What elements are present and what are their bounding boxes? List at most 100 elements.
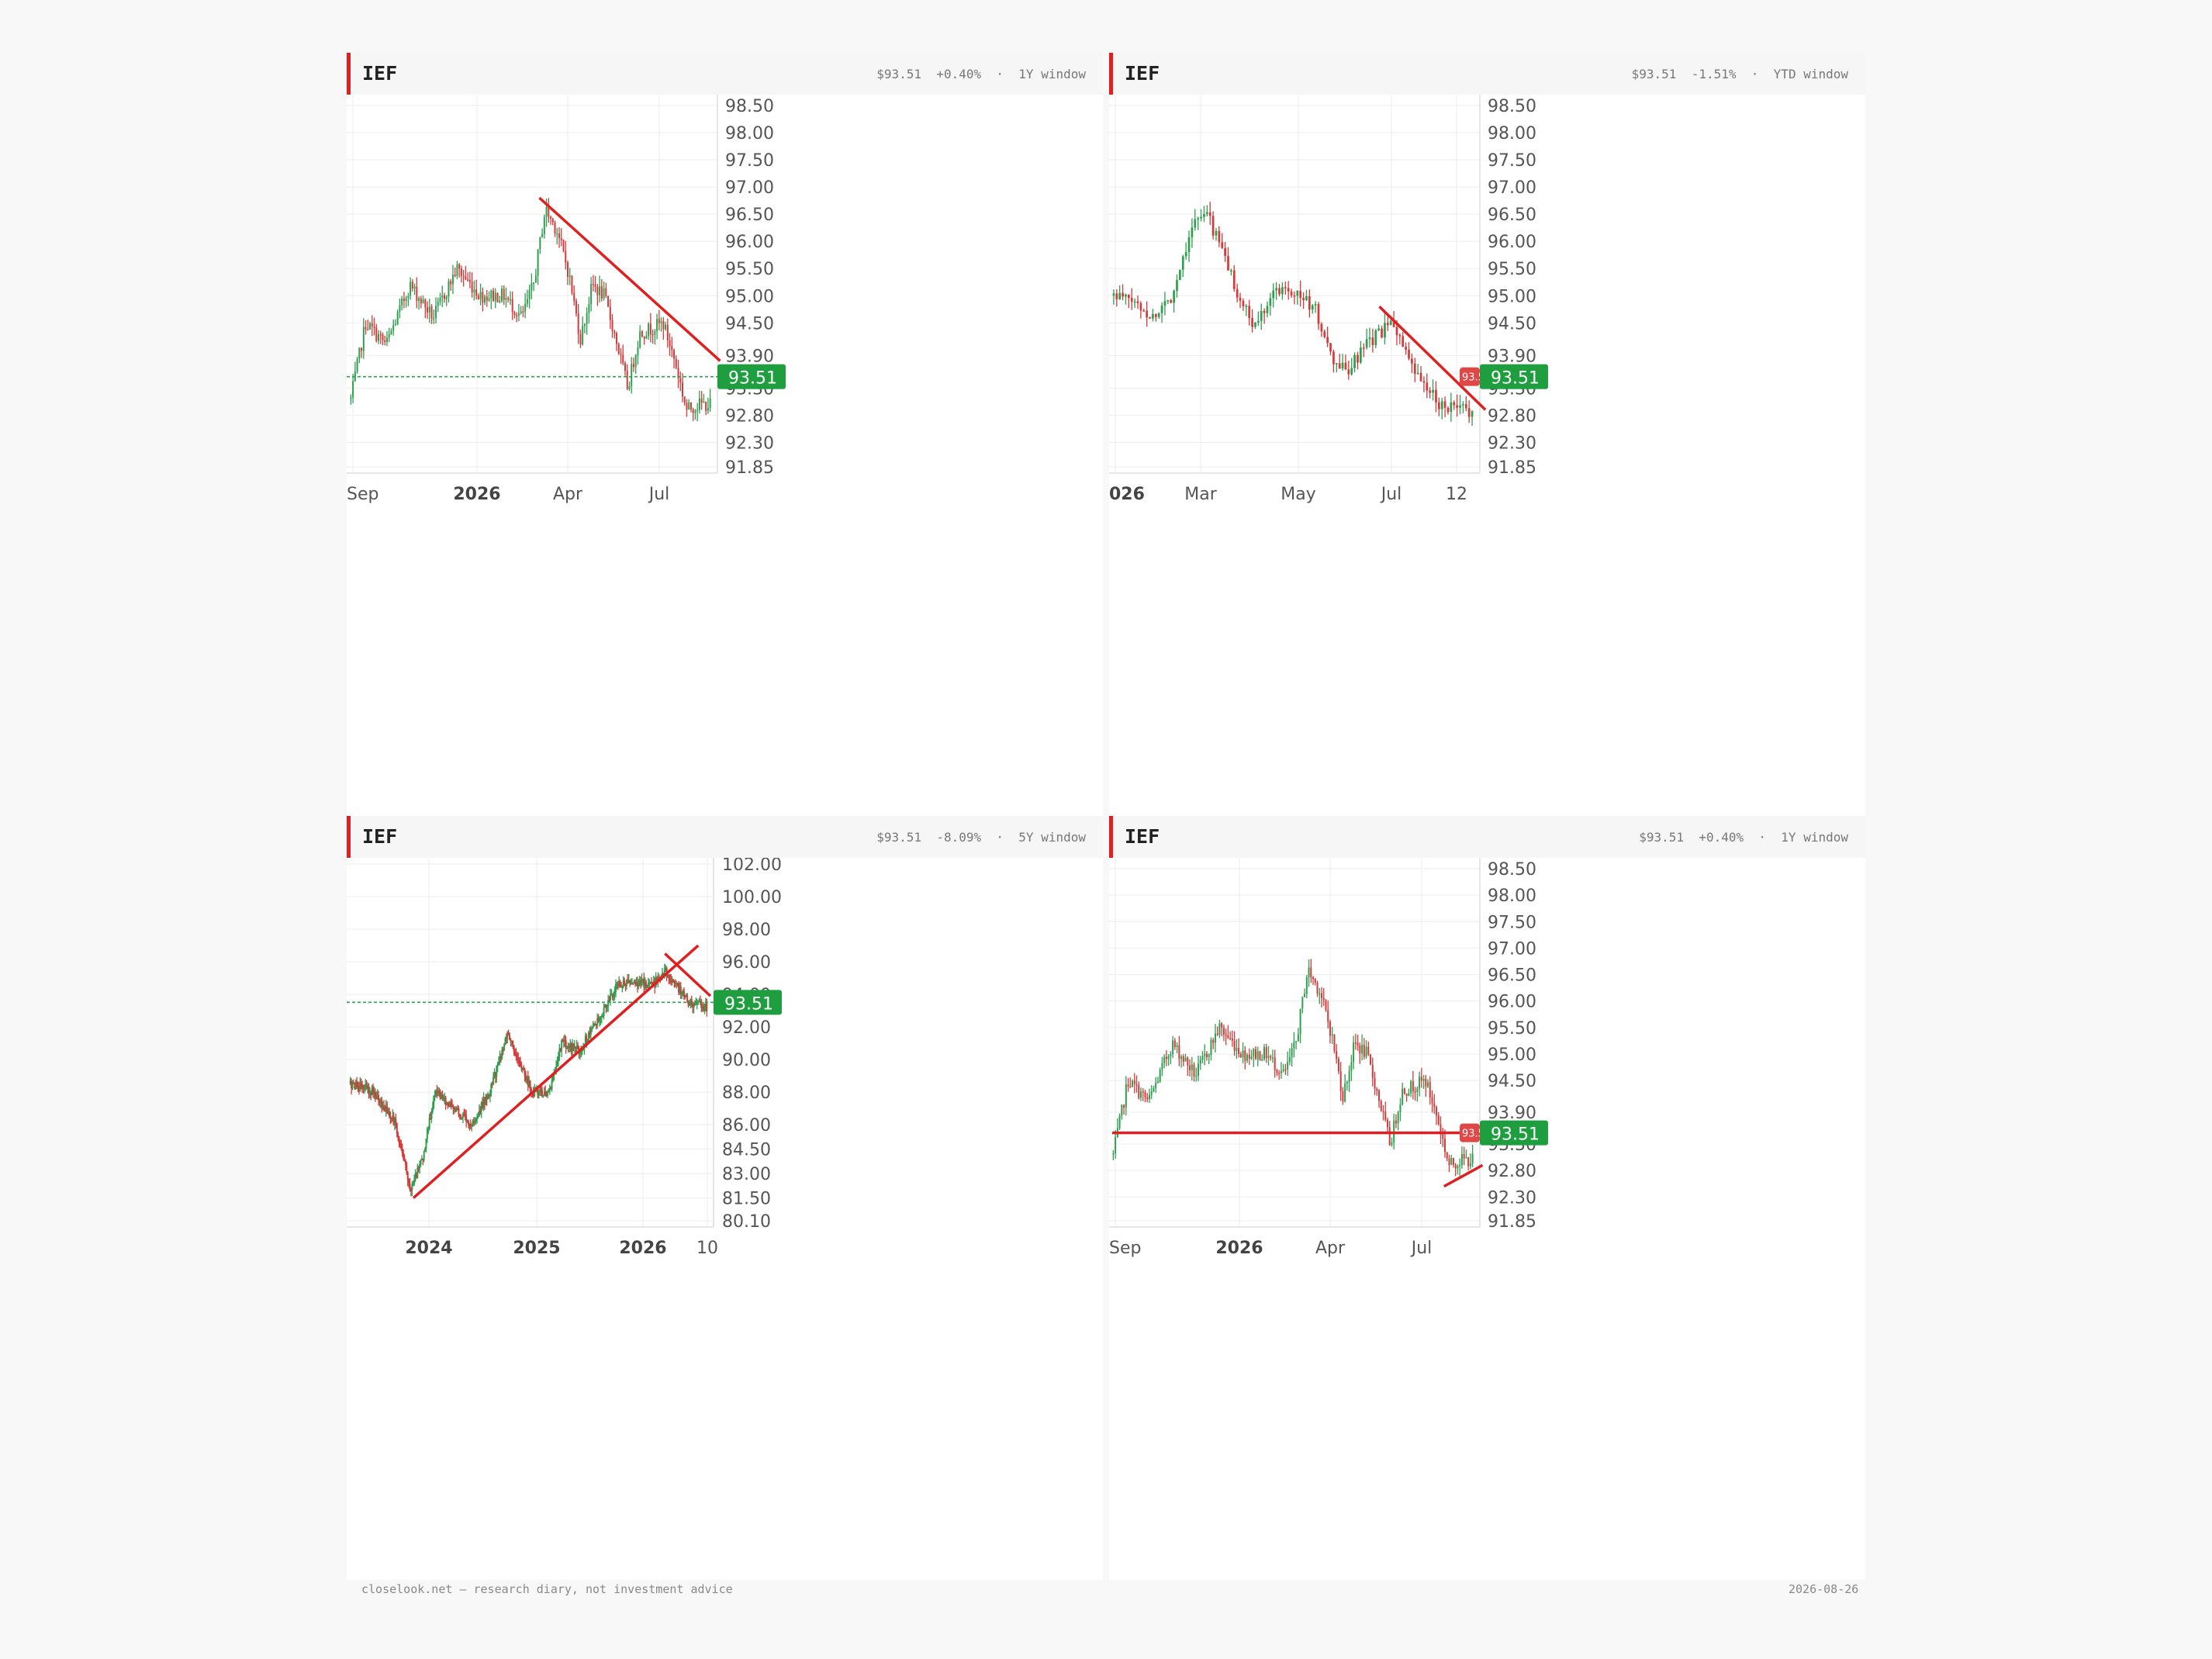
candle-body xyxy=(1290,291,1293,296)
candle-body xyxy=(420,1159,423,1160)
footer-date: 2026-08-26 xyxy=(1789,1582,1859,1596)
candle-body xyxy=(557,1056,559,1061)
candle-body xyxy=(568,1046,570,1048)
candle-body xyxy=(1456,405,1459,408)
candle-body xyxy=(1336,1051,1338,1059)
candle-body xyxy=(641,979,644,981)
candle-body xyxy=(494,292,496,301)
candle-body xyxy=(483,1098,486,1104)
candle-body xyxy=(541,1089,543,1096)
candle-body xyxy=(371,323,373,327)
candle-body xyxy=(533,282,535,284)
candle-body xyxy=(468,279,471,282)
candle-body xyxy=(1302,298,1305,300)
candle-body xyxy=(679,987,681,993)
candle-body xyxy=(1301,997,1304,1009)
candle-body xyxy=(583,324,586,327)
candle-body xyxy=(422,1159,424,1160)
candle-body xyxy=(361,347,363,351)
candle-body xyxy=(1281,287,1284,295)
candle-body xyxy=(1132,1080,1134,1087)
candle-body xyxy=(632,982,634,984)
candle-body xyxy=(673,980,676,983)
candle-body xyxy=(1180,1056,1183,1059)
candle-body xyxy=(1443,401,1446,408)
candle-body xyxy=(490,290,493,299)
candle-body xyxy=(696,410,699,411)
candle-body xyxy=(1248,306,1251,319)
y-tick-label: 97.50 xyxy=(1488,913,1536,932)
candle-body xyxy=(656,978,658,982)
y-tick-label: 96.50 xyxy=(725,206,774,225)
candle-body xyxy=(1335,363,1338,365)
candle-body xyxy=(458,264,461,269)
candle-body xyxy=(1291,1048,1293,1058)
candle-body xyxy=(679,378,682,383)
candle-body xyxy=(669,340,671,347)
last-price-label: 93.51 xyxy=(1491,369,1540,389)
x-tick-label: 2025 xyxy=(513,1239,560,1258)
y-tick-label: 93.90 xyxy=(725,347,774,366)
candle-body xyxy=(1251,318,1253,327)
candle-body xyxy=(438,1091,441,1093)
y-tick-label: 94.50 xyxy=(725,314,774,334)
candle-body xyxy=(1287,1062,1289,1070)
candle-body xyxy=(441,1094,444,1100)
candle-body xyxy=(562,1040,565,1042)
candle-body xyxy=(473,289,475,293)
candle-body xyxy=(1299,291,1302,299)
candle-body xyxy=(1270,1056,1272,1058)
candle-body xyxy=(673,350,676,359)
y-tick-label: 86.00 xyxy=(722,1116,771,1135)
candle-body xyxy=(1405,347,1407,350)
candle-body xyxy=(392,1115,395,1125)
candle-body xyxy=(648,983,651,984)
candle-body xyxy=(575,1046,577,1049)
candle-body xyxy=(613,994,615,998)
candle-body xyxy=(411,282,413,289)
price-text: $93.51 xyxy=(876,830,922,845)
candle-body xyxy=(1184,1057,1187,1062)
candle-body xyxy=(652,983,654,984)
candle-body xyxy=(638,980,641,986)
candle-body xyxy=(696,1003,698,1004)
candle-body xyxy=(577,313,579,334)
candle-body xyxy=(435,306,437,319)
candle-body xyxy=(460,268,462,276)
trendline xyxy=(1378,306,1487,411)
candle-body xyxy=(1205,212,1208,215)
x-tick-label: Jul xyxy=(1380,485,1402,504)
candle-body xyxy=(1195,1075,1198,1077)
candle-body xyxy=(1222,1027,1225,1035)
candle-body xyxy=(1129,1087,1132,1088)
candle-body xyxy=(572,1043,575,1047)
candle-body xyxy=(551,1080,553,1090)
candle-body xyxy=(1275,288,1278,291)
chart-panel-ytd: IEF $93.51 -1.51% · YTD window 93.5 98.50… xyxy=(1109,53,1865,817)
candle-body xyxy=(1176,1045,1178,1047)
candle-body xyxy=(624,985,627,987)
candle-body xyxy=(522,311,524,313)
candle-body xyxy=(1163,301,1166,306)
candlestick-chart: 93.5 98.50 98.00 97.50 97.00 96.50 96.00 95.50 9… xyxy=(1109,858,1548,1258)
candle-body xyxy=(354,1083,356,1089)
candle-body xyxy=(1144,1091,1146,1097)
candle-body xyxy=(679,987,682,994)
ticker-label: IEF xyxy=(362,62,398,85)
candle-body xyxy=(352,1082,354,1084)
candle-body xyxy=(622,980,624,987)
candle-body xyxy=(658,976,660,979)
candle-body xyxy=(428,1118,430,1129)
candle-body xyxy=(523,1068,525,1070)
candle-body xyxy=(1443,1139,1446,1153)
candle-body xyxy=(1388,1127,1391,1146)
candle-body xyxy=(613,991,616,994)
panel-meta: $93.51 +0.40% · 1Y window xyxy=(876,67,1086,81)
candle-body xyxy=(603,288,605,299)
candle-body xyxy=(582,326,584,345)
candle-body xyxy=(1350,368,1353,375)
candle-body xyxy=(670,980,672,983)
candles xyxy=(350,198,711,422)
candle-body xyxy=(1360,347,1362,363)
candle-body xyxy=(360,1084,362,1086)
